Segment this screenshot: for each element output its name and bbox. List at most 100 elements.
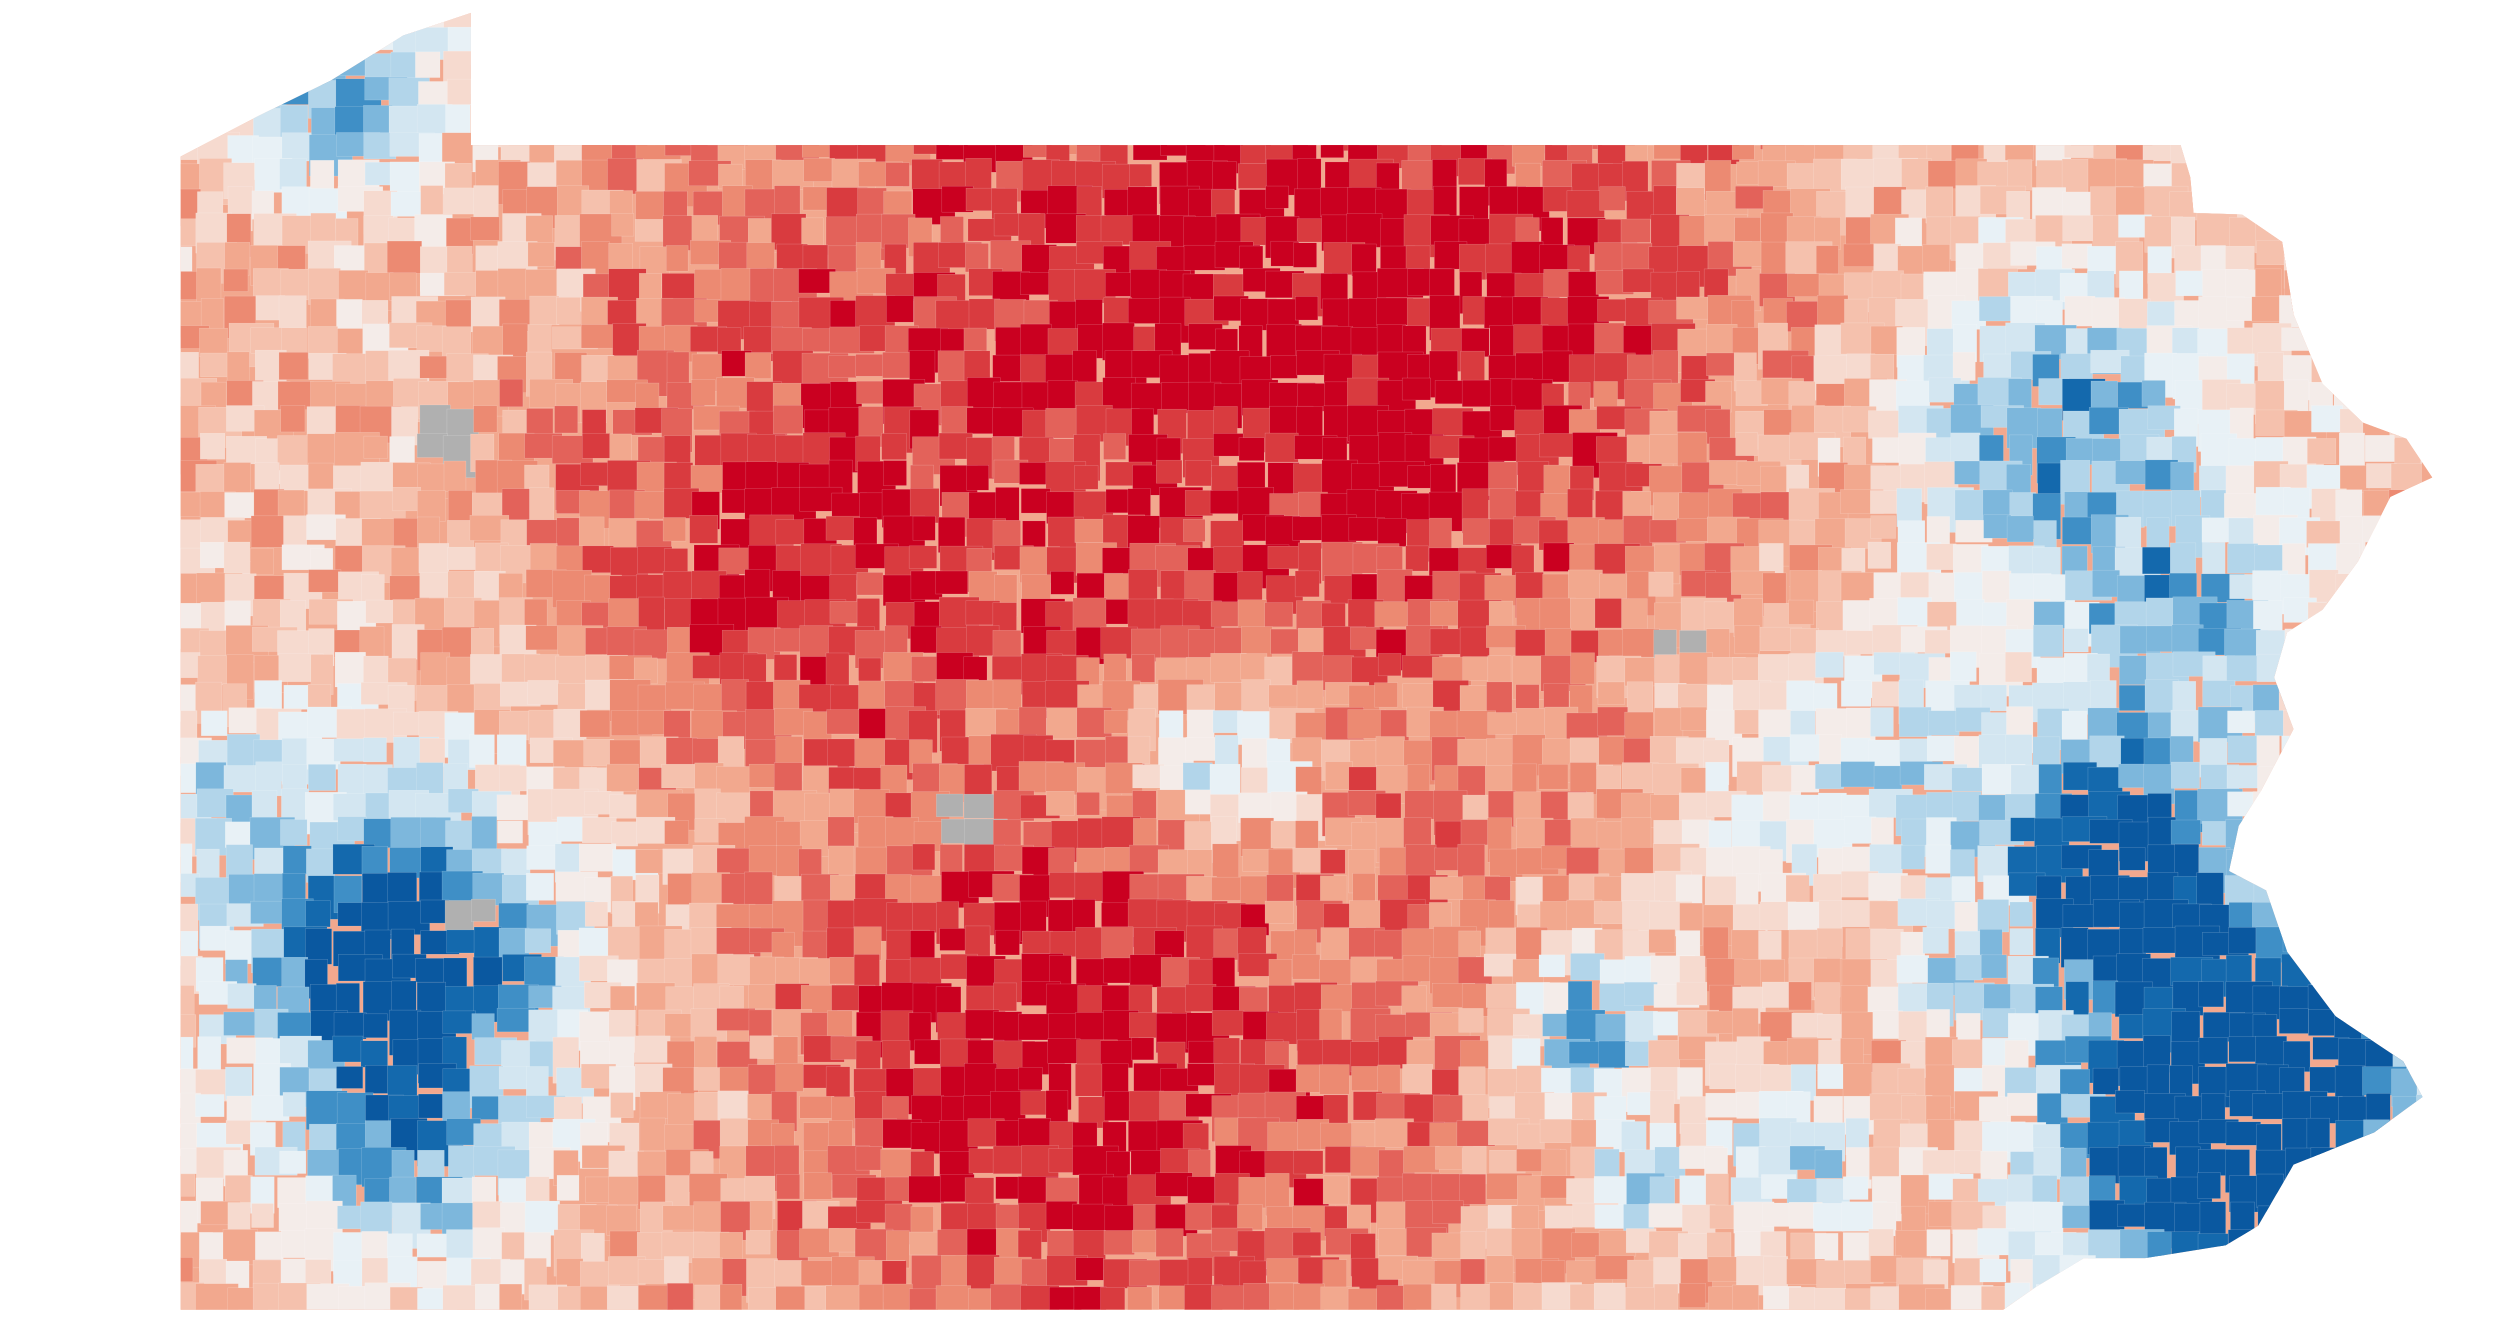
precinct bbox=[1543, 542, 1575, 572]
precinct bbox=[1104, 12, 1135, 43]
precinct bbox=[1654, 1311, 1688, 1334]
precinct bbox=[1322, 1175, 1349, 1205]
precinct bbox=[1544, 131, 1569, 164]
precinct bbox=[1814, 1315, 1853, 1334]
precinct bbox=[2363, 12, 2402, 18]
precinct bbox=[2278, 844, 2304, 873]
precinct bbox=[1320, 12, 1349, 29]
precinct bbox=[277, 77, 311, 105]
precinct bbox=[908, 1175, 945, 1203]
precinct bbox=[1871, 817, 1894, 849]
precinct bbox=[2392, 1096, 2432, 1141]
precinct bbox=[2417, 927, 2433, 965]
precinct bbox=[2198, 81, 2241, 114]
precinct bbox=[1596, 765, 1622, 792]
precinct bbox=[884, 23, 925, 54]
precinct bbox=[2416, 816, 2433, 852]
precinct bbox=[557, 1286, 582, 1310]
precinct bbox=[1184, 490, 1213, 516]
precinct bbox=[1873, 765, 1903, 792]
precinct bbox=[196, 1316, 238, 1334]
precinct bbox=[2311, 405, 2343, 433]
precinct bbox=[1270, 1311, 1311, 1334]
precinct bbox=[2361, 819, 2386, 859]
precinct bbox=[1706, 1310, 1740, 1334]
precinct bbox=[2253, 600, 2283, 631]
precinct bbox=[2365, 54, 2410, 80]
precinct bbox=[694, 76, 726, 103]
precinct bbox=[2142, 546, 2173, 575]
precinct bbox=[556, 1175, 580, 1201]
precinct bbox=[965, 158, 992, 191]
precinct bbox=[418, 133, 444, 163]
precinct bbox=[2361, 109, 2408, 133]
precinct bbox=[1571, 78, 1617, 103]
precinct bbox=[2421, 327, 2433, 353]
precinct bbox=[1293, 242, 1317, 268]
precinct bbox=[936, 103, 983, 143]
precinct bbox=[1954, 460, 1983, 485]
precinct bbox=[388, 1316, 415, 1334]
precinct bbox=[2394, 1287, 2424, 1310]
precinct bbox=[827, 25, 858, 71]
precinct bbox=[361, 518, 395, 547]
precinct bbox=[1266, 21, 1313, 57]
precinct bbox=[2307, 438, 2337, 464]
precinct bbox=[1925, 844, 1952, 874]
precinct bbox=[2281, 902, 2317, 934]
precinct bbox=[1157, 81, 1191, 122]
precinct bbox=[2037, 408, 2063, 440]
precinct bbox=[2333, 136, 2359, 176]
precinct bbox=[582, 433, 611, 459]
precinct bbox=[799, 103, 823, 139]
precinct bbox=[2363, 599, 2392, 636]
precinct bbox=[1653, 131, 1681, 160]
precinct bbox=[2006, 515, 2034, 543]
precinct bbox=[1267, 51, 1313, 82]
precinct bbox=[2417, 1041, 2433, 1065]
precinct bbox=[389, 272, 417, 301]
precinct bbox=[1047, 21, 1089, 60]
precinct bbox=[527, 680, 559, 705]
precinct bbox=[2279, 1229, 2306, 1275]
precinct bbox=[1814, 982, 1840, 1015]
precinct bbox=[1764, 78, 1802, 107]
precinct bbox=[1456, 25, 1494, 51]
precinct bbox=[2335, 903, 2375, 948]
precinct bbox=[911, 159, 943, 190]
precinct bbox=[910, 104, 940, 144]
precinct bbox=[1051, 50, 1076, 85]
precinct bbox=[2281, 103, 2312, 138]
precinct bbox=[224, 600, 251, 631]
precinct bbox=[2418, 985, 2433, 1029]
precinct bbox=[1350, 77, 1374, 114]
precinct bbox=[277, 435, 309, 471]
precinct bbox=[661, 763, 696, 789]
precinct bbox=[224, 1314, 256, 1334]
precinct bbox=[256, 1314, 285, 1334]
precinct bbox=[2417, 134, 2433, 163]
precinct bbox=[2087, 25, 2117, 69]
precinct bbox=[2175, 1146, 2201, 1179]
precinct bbox=[1489, 405, 1516, 431]
precinct bbox=[282, 1092, 306, 1117]
precinct bbox=[2282, 925, 2320, 953]
precinct bbox=[2200, 52, 2245, 86]
precinct bbox=[1622, 268, 1654, 293]
precinct bbox=[665, 12, 701, 28]
precinct bbox=[746, 106, 786, 134]
precinct bbox=[280, 405, 306, 433]
precinct bbox=[886, 48, 910, 77]
precinct bbox=[1130, 1313, 1153, 1334]
precinct bbox=[277, 381, 314, 411]
precinct bbox=[1128, 81, 1158, 128]
precinct bbox=[251, 1203, 274, 1228]
precinct bbox=[2420, 381, 2433, 424]
precinct bbox=[1677, 1313, 1723, 1334]
precinct bbox=[1460, 1283, 1494, 1310]
precinct bbox=[2256, 103, 2300, 127]
precinct bbox=[1045, 80, 1080, 105]
precinct bbox=[1158, 710, 1184, 740]
precinct bbox=[579, 1286, 609, 1310]
precinct bbox=[2310, 135, 2349, 173]
